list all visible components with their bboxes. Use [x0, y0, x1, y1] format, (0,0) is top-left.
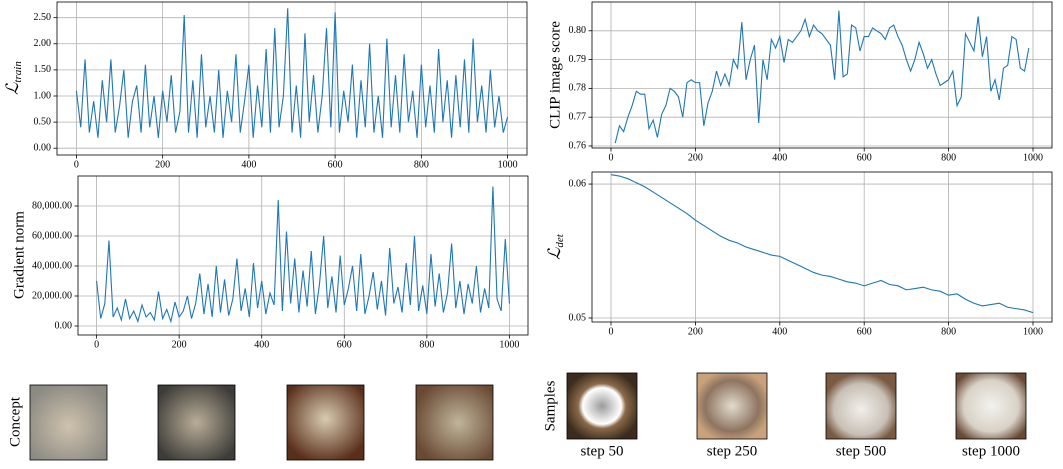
y-tick-label: 0.78: [569, 83, 587, 94]
x-tick-label: 400: [772, 152, 787, 163]
y-tick-label: 80,000.00: [32, 200, 72, 211]
x-tick-label: 0: [74, 159, 79, 170]
data-line: [96, 186, 510, 324]
image: [29, 384, 108, 461]
x-tick-label: 200: [155, 159, 170, 170]
plot-frame: [77, 175, 529, 336]
y-tick-label: 1.00: [34, 90, 52, 101]
plot-frame: [591, 171, 1053, 323]
plot-frame: [56, 1, 528, 156]
x-tick-label: 800: [941, 326, 956, 337]
concept-images: [29, 384, 494, 461]
x-tick-label: 200: [688, 326, 703, 337]
x-tick-label: 1000: [1023, 326, 1043, 337]
y-tick-label: 0.80: [569, 25, 587, 36]
y-tick-label: 0.05: [569, 312, 587, 323]
sample-caption: step 250: [707, 443, 757, 459]
y-tick-label: 20,000.00: [32, 290, 72, 301]
concept-label: Concept: [7, 396, 23, 447]
image: [286, 384, 365, 461]
x-tick-label: 400: [254, 339, 269, 350]
data-line: [614, 10, 1030, 144]
sample-caption: step 1000: [962, 443, 1020, 459]
y-label-symbol: ℒ: [545, 247, 564, 260]
y-tick-label: 2.00: [34, 38, 52, 49]
y-tick-label: 40,000.00: [32, 260, 72, 271]
x-tick-label: 200: [688, 152, 703, 163]
y-tick-label: 2.50: [34, 12, 52, 23]
y-tick-label: 0.00: [34, 143, 52, 154]
y-tick-label: 0.76: [569, 140, 587, 151]
x-tick-label: 800: [941, 152, 956, 163]
x-tick-label: 200: [172, 339, 187, 350]
x-tick-label: 1000: [499, 339, 519, 350]
image: [696, 372, 768, 440]
data-line: [75, 8, 509, 138]
y-label-symbol: ℒ: [3, 82, 22, 95]
samples-label: Samples: [542, 380, 558, 431]
x-tick-label: 0: [608, 326, 613, 337]
y-axis-label: ℒdet: [545, 233, 566, 260]
plot-frame: [591, 1, 1053, 149]
x-tick-label: 0: [608, 152, 613, 163]
x-tick-label: 0: [94, 339, 99, 350]
y-axis-label: ℒtrain: [3, 61, 24, 95]
y-axis-label: Gradient norm: [11, 211, 27, 299]
y-label-subscript: train: [12, 61, 24, 83]
x-tick-label: 400: [241, 159, 256, 170]
x-tick-label: 800: [419, 339, 434, 350]
x-tick-label: 400: [772, 326, 787, 337]
x-tick-label: 600: [857, 326, 872, 337]
x-tick-label: 600: [328, 159, 343, 170]
y-tick-label: 60,000.00: [32, 230, 72, 241]
image: [955, 372, 1027, 440]
image: [566, 372, 638, 440]
x-tick-label: 600: [337, 339, 352, 350]
image: [825, 372, 897, 440]
x-tick-label: 1000: [1023, 152, 1043, 163]
y-tick-label: 0.79: [569, 54, 587, 65]
x-tick-label: 1000: [498, 159, 518, 170]
y-tick-label: 0.50: [34, 116, 52, 127]
x-tick-label: 800: [414, 159, 429, 170]
y-tick-label: 0.00: [55, 320, 73, 331]
y-tick-label: 1.50: [34, 64, 52, 75]
y-tick-label: 0.06: [569, 178, 587, 189]
y-axis-label: CLIP image score: [547, 21, 563, 129]
image: [415, 384, 494, 461]
x-tick-label: 600: [857, 152, 872, 163]
data-line: [610, 174, 1034, 314]
sample-caption: step 500: [836, 443, 886, 459]
sample-images: [566, 372, 1027, 440]
y-tick-label: 0.77: [569, 111, 587, 122]
y-label-subscript: det: [554, 233, 566, 247]
image: [157, 384, 236, 461]
sample-caption: step 50: [581, 443, 624, 459]
